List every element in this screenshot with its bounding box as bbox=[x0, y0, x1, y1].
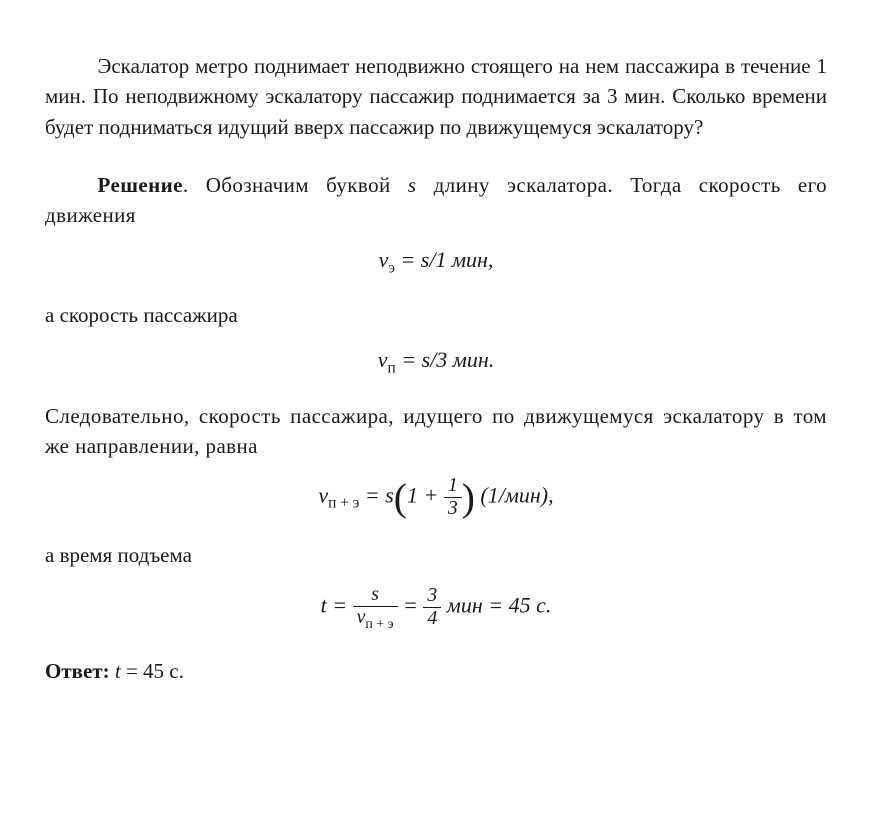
eq3-eq: = bbox=[359, 482, 385, 507]
eq1-eq: = bbox=[395, 247, 421, 272]
equation-1: vэ = s/1 мин, bbox=[45, 244, 827, 280]
eq4-eq2: = bbox=[398, 592, 424, 617]
eq1-v: v bbox=[379, 247, 389, 272]
solution-paragraph-4: а время подъема bbox=[45, 540, 827, 570]
problem-text: Эскалатор метро поднимает неподвижно сто… bbox=[45, 51, 827, 142]
eq2-eq: = bbox=[396, 347, 422, 372]
equation-2: vп = s/3 мин. bbox=[45, 344, 827, 380]
eq3-v: v bbox=[318, 482, 328, 507]
eq4-frac1-den: vп + э bbox=[353, 607, 398, 631]
answer-label: Ответ: bbox=[45, 659, 110, 683]
eq3-frac-num: 1 bbox=[444, 475, 462, 498]
answer: Ответ: t = 45 с. bbox=[45, 656, 827, 686]
equation-3: vп + э = s(1 + 13) (1/мин), bbox=[45, 475, 827, 520]
lparen-icon: ( bbox=[394, 475, 407, 519]
equation-4: t = svп + э = 34 мин = 45 с. bbox=[45, 584, 827, 631]
eq1-sub: э bbox=[388, 259, 395, 276]
eq4-fraction-2: 34 bbox=[423, 585, 441, 630]
answer-text: t = 45 с. bbox=[110, 659, 184, 683]
eq2-s: s bbox=[422, 347, 431, 372]
eq3-one: 1 + bbox=[407, 482, 444, 507]
solution-paragraph-2: а скорость пассажира bbox=[45, 300, 827, 330]
eq2-rest: /3 мин. bbox=[430, 347, 494, 372]
solution-paragraph-1: Решение. Обозначим буквой s длину эскала… bbox=[45, 170, 827, 231]
eq4-fraction-1: svп + э bbox=[353, 584, 398, 631]
eq2-sub: п bbox=[388, 359, 396, 376]
eq4-eq1: = bbox=[327, 592, 353, 617]
eq4-frac2-num: 3 bbox=[423, 585, 441, 608]
solution-paragraph-3: Следовательно, скорость пассажира, идуще… bbox=[45, 401, 827, 462]
solution-text-1: . Обозначим буквой bbox=[183, 173, 408, 197]
eq2-v: v bbox=[378, 347, 388, 372]
rparen-icon: ) bbox=[462, 475, 475, 519]
eq3-sub: п + э bbox=[328, 495, 359, 512]
eq3-frac-den: 3 bbox=[444, 498, 462, 520]
eq4-rest: мин = 45 с. bbox=[441, 592, 551, 617]
solution-label: Решение bbox=[98, 173, 183, 197]
eq3-unit: (1/мин), bbox=[475, 482, 554, 507]
eq1-rest: /1 мин, bbox=[429, 247, 493, 272]
eq4-frac1-num: s bbox=[353, 584, 398, 607]
eq4-frac2-den: 4 bbox=[423, 608, 441, 630]
eq3-fraction: 13 bbox=[444, 475, 462, 520]
eq3-s: s bbox=[385, 482, 394, 507]
